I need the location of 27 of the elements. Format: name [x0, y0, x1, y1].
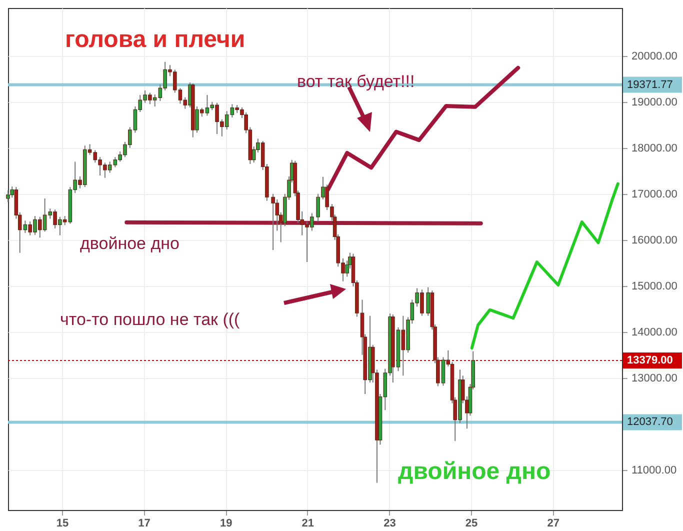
ref-line-label: 12037.70 [627, 416, 673, 428]
y-tick-label: 18000.00 [632, 142, 678, 154]
x-tick-label: 19 [220, 518, 232, 530]
x-tick-label: 23 [384, 518, 396, 530]
x-tick-label: 21 [302, 518, 314, 530]
ref-line-label: 19371.77 [627, 78, 673, 91]
candlestick [6, 190, 10, 203]
y-tick-label: 13000.00 [632, 372, 678, 384]
line-series [470, 182, 620, 350]
candlestick [271, 193, 275, 251]
y-tick-label: 20000.00 [632, 50, 678, 62]
x-tick-label: 25 [465, 518, 478, 530]
x-tick-label: 27 [547, 518, 560, 530]
annotation: двойное дно [80, 234, 180, 253]
x-tick-label: 17 [138, 518, 150, 530]
annotation: вот так будет!!! [297, 72, 415, 91]
y-tick-label: 14000.00 [632, 326, 678, 338]
y-tick-label: 19000.00 [632, 96, 678, 108]
annotation: что-то пошло не так ((( [60, 310, 240, 329]
y-tick-label: 11000.00 [632, 464, 677, 476]
y-tick-label: 17000.00 [632, 188, 678, 200]
y-tick-label: 15000.00 [632, 280, 678, 292]
text: голова и плечи [65, 26, 246, 53]
annotation: двойное дно [398, 458, 551, 485]
x-tick-label: 15 [56, 518, 69, 530]
ref-line-label: 13379.00 [627, 354, 673, 367]
y-tick-label: 16000.00 [632, 234, 678, 246]
